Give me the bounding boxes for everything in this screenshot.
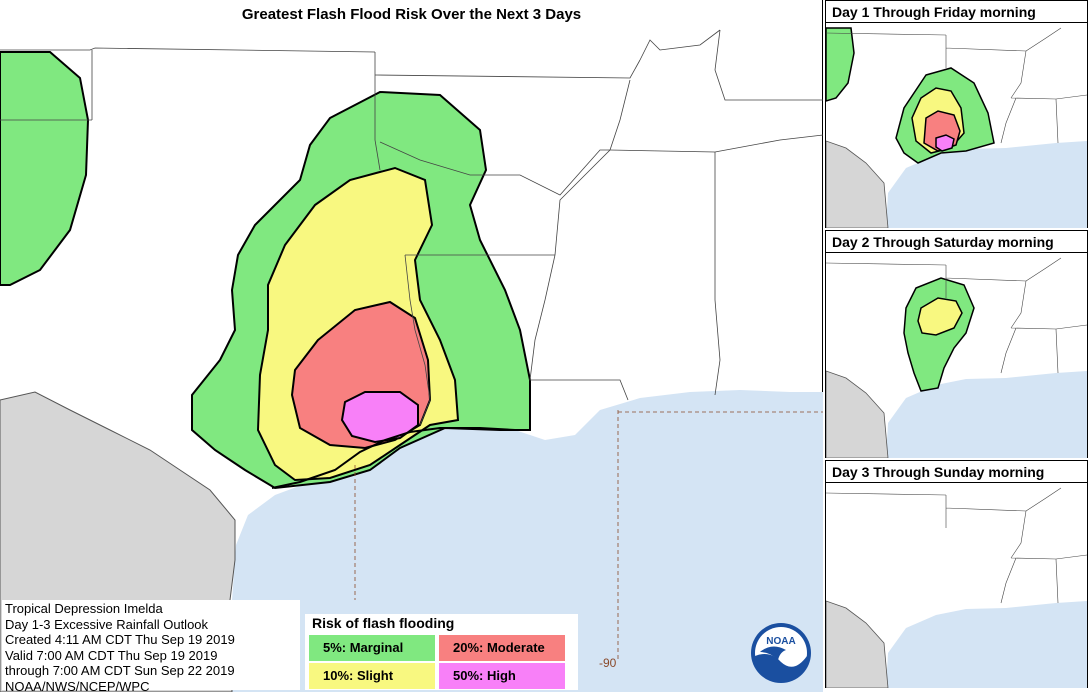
info-valid-through: through 7:00 AM CDT Sun Sep 22 2019 (5, 663, 297, 679)
legend-item-high: 50%: High (439, 663, 565, 689)
noaa-logo: NOAA (750, 622, 812, 689)
panel-title: Day 2 Through Saturday morning (826, 231, 1087, 253)
panel-day2: Day 2 Through Saturday morning (825, 230, 1088, 458)
legend-item-slight: 10%: Slight (309, 663, 435, 689)
panel-day3: Day 3 Through Sunday morning (825, 460, 1088, 688)
info-outlook-type: Day 1-3 Excessive Rainfall Outlook (5, 617, 297, 633)
legend-item-moderate: 20%: Moderate (439, 635, 565, 661)
noaa-logo-text: NOAA (766, 636, 795, 647)
legend: Risk of flash flooding 5%: Marginal 20%:… (305, 614, 578, 690)
panel-day2-map (826, 253, 1087, 458)
info-created: Created 4:11 AM CDT Thu Sep 19 2019 (5, 632, 297, 648)
panel-day1-map (826, 23, 1087, 228)
panel-title: Day 1 Through Friday morning (826, 1, 1087, 23)
main-map-canvas (0, 0, 823, 692)
outlook-info-box: Tropical Depression Imelda Day 1-3 Exces… (2, 600, 300, 690)
page-title: Greatest Flash Flood Risk Over the Next … (0, 6, 823, 23)
risk-area-marginal-west (0, 52, 88, 285)
panel-day1: Day 1 Through Friday morning (825, 0, 1088, 228)
panel-day3-map (826, 483, 1087, 688)
info-storm-name: Tropical Depression Imelda (5, 601, 297, 617)
panel-title: Day 3 Through Sunday morning (826, 461, 1087, 483)
legend-title: Risk of flash flooding (312, 615, 454, 631)
longitude-label: -90 (599, 656, 616, 670)
legend-item-marginal: 5%: Marginal (309, 635, 435, 661)
main-map: Greatest Flash Flood Risk Over the Next … (0, 0, 823, 692)
info-valid-from: Valid 7:00 AM CDT Thu Sep 19 2019 (5, 648, 297, 664)
